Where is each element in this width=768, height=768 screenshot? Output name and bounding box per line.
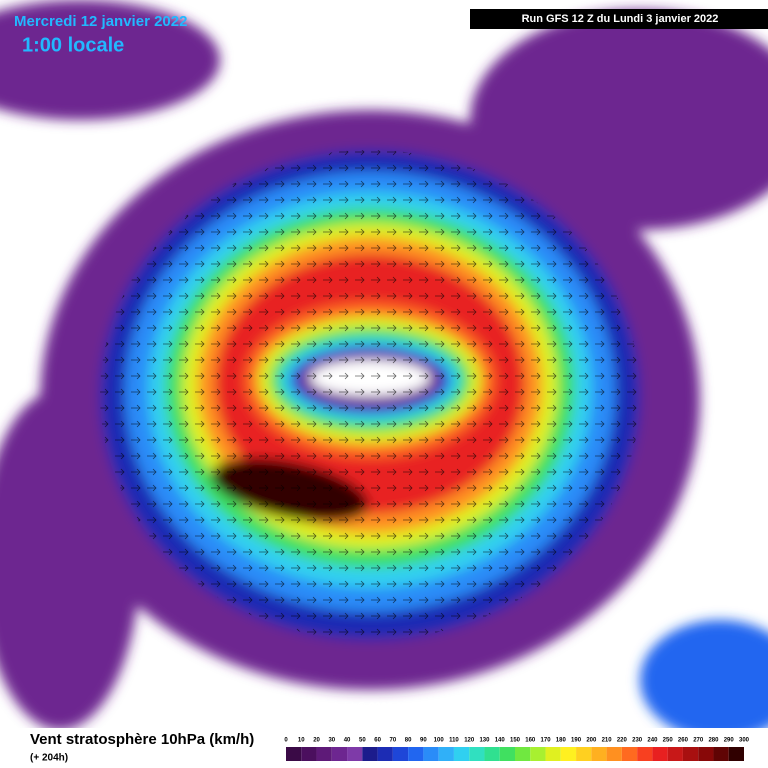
scale-tick-label: 20 bbox=[313, 738, 320, 744]
scale-tick-label: 50 bbox=[359, 738, 366, 744]
color-swatch bbox=[606, 747, 622, 761]
scale-tick-label: 60 bbox=[374, 738, 381, 744]
color-swatch bbox=[530, 747, 546, 761]
scale-tick-label: 250 bbox=[663, 738, 674, 744]
color-swatch bbox=[331, 747, 348, 761]
color-swatch bbox=[698, 747, 714, 761]
run-box bbox=[470, 9, 768, 29]
scale-tick-label: 190 bbox=[571, 738, 582, 744]
color-swatch bbox=[469, 747, 485, 761]
scale-tick-label: 220 bbox=[617, 738, 628, 744]
scale-tick-label: 200 bbox=[586, 738, 597, 744]
color-swatch bbox=[484, 747, 500, 761]
color-swatch bbox=[515, 747, 531, 761]
scale-tick-label: 0 bbox=[284, 738, 288, 744]
color-swatch bbox=[347, 747, 363, 761]
scale-tick-label: 140 bbox=[495, 738, 506, 744]
scale-tick-label: 160 bbox=[525, 738, 536, 744]
color-swatch bbox=[713, 747, 729, 761]
scale-tick-label: 100 bbox=[434, 738, 445, 744]
color-swatch bbox=[438, 747, 454, 761]
color-swatch bbox=[591, 747, 607, 761]
scale-tick-label: 260 bbox=[678, 738, 689, 744]
color-swatch bbox=[560, 747, 577, 761]
color-swatch bbox=[392, 747, 409, 761]
scale-tick-label: 120 bbox=[464, 738, 475, 744]
footer-lead: (+ 204h) bbox=[30, 753, 68, 764]
color-swatch bbox=[423, 747, 439, 761]
color-swatch bbox=[545, 747, 561, 761]
scale-tick-label: 110 bbox=[449, 738, 459, 744]
scale-tick-label: 150 bbox=[510, 738, 521, 744]
scale-tick-label: 70 bbox=[390, 738, 397, 744]
color-swatch bbox=[301, 747, 317, 761]
scale-tick-label: 130 bbox=[479, 738, 490, 744]
color-swatch bbox=[499, 747, 515, 761]
scale-tick-label: 10 bbox=[298, 738, 305, 744]
scale-tick-label: 230 bbox=[632, 738, 643, 744]
scale-tick-label: 90 bbox=[420, 738, 427, 744]
scale-tick-label: 210 bbox=[602, 738, 613, 744]
color-swatch bbox=[377, 747, 393, 761]
color-swatch bbox=[667, 747, 683, 761]
color-swatch bbox=[652, 747, 668, 761]
scale-tick-label: 40 bbox=[344, 738, 351, 744]
color-swatch bbox=[682, 747, 699, 761]
scale-tick-label: 300 bbox=[739, 738, 750, 744]
wind-arrows bbox=[100, 150, 640, 640]
date-label: Mercredi 12 janvier 2022 bbox=[14, 13, 187, 30]
scale-tick-label: 290 bbox=[724, 738, 735, 744]
scale-tick-label: 30 bbox=[328, 738, 335, 744]
color-swatch bbox=[286, 747, 302, 761]
run-label: Run GFS 12 Z du Lundi 3 janvier 2022 bbox=[522, 13, 719, 25]
scale-tick-label: 170 bbox=[541, 738, 552, 744]
color-swatch bbox=[621, 747, 638, 761]
copyright: Copyright © 2022 Meteociel.fr bbox=[303, 701, 459, 713]
scale-tick-label: 180 bbox=[556, 738, 567, 744]
color-swatch bbox=[637, 747, 653, 761]
scale-tick-label: 280 bbox=[708, 738, 719, 744]
footer-title: Vent stratosphère 10hPa (km/h) bbox=[30, 731, 254, 748]
scale-tick-label: 80 bbox=[405, 738, 412, 744]
color-swatch bbox=[362, 747, 378, 761]
color-swatch bbox=[576, 747, 592, 761]
color-swatch bbox=[453, 747, 470, 761]
color-swatch bbox=[316, 747, 332, 761]
color-swatch bbox=[408, 747, 424, 761]
color-swatch bbox=[728, 747, 744, 761]
color-scale: 0 10 20 30 40 50 60 70 80 90 100 110 120 130 140 150 160… bbox=[284, 738, 750, 761]
scale-tick-label: 270 bbox=[693, 738, 704, 744]
scale-tick-label: 240 bbox=[647, 738, 658, 744]
time-label: 1:00 locale bbox=[22, 34, 124, 56]
